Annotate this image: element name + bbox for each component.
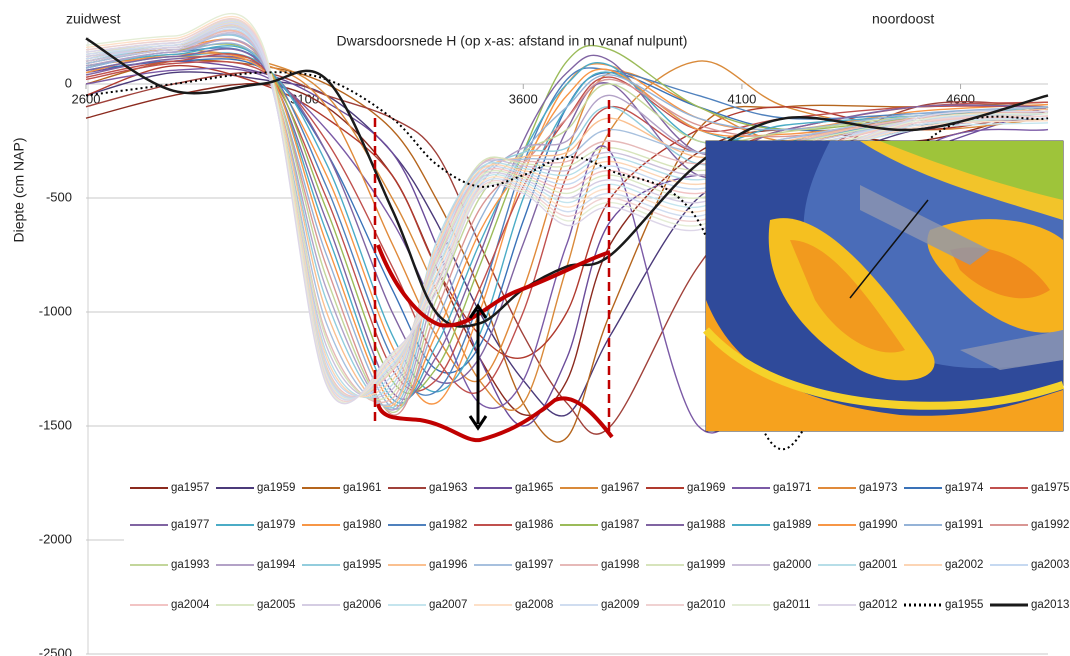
x-tick-label: 4100 <box>727 91 756 106</box>
y-tick-label: -2000 <box>39 531 72 546</box>
legend-label: ga1967 <box>601 482 639 494</box>
legend-label: ga2005 <box>257 599 295 611</box>
y-tick-label: -2500 <box>39 645 72 656</box>
legend-label: ga2006 <box>343 599 381 611</box>
legend-label: ga1973 <box>859 482 897 494</box>
legend-label: ga1999 <box>687 559 725 571</box>
legend-label: ga1971 <box>773 482 811 494</box>
legend-label: ga1980 <box>343 519 381 531</box>
legend-label: ga1957 <box>171 482 209 494</box>
legend-label: ga2008 <box>515 599 553 611</box>
legend-label: ga1990 <box>859 519 897 531</box>
legend-label: ga1993 <box>171 559 209 571</box>
legend-label: ga1997 <box>515 559 553 571</box>
annotation-right: noordoost <box>872 11 934 27</box>
legend-label: ga2000 <box>773 559 811 571</box>
legend-label: ga2011 <box>773 599 811 611</box>
legend-label: ga2009 <box>601 599 639 611</box>
legend-label: ga1963 <box>429 482 467 494</box>
chart-title: Dwarsdoorsnede H (op x-as: afstand in m … <box>337 33 688 49</box>
legend-label: ga1979 <box>257 519 295 531</box>
x-tick-label: 3600 <box>509 91 538 106</box>
legend-label: ga2007 <box>429 599 467 611</box>
legend-label: ga1961 <box>343 482 381 494</box>
legend-label: ga1996 <box>429 559 467 571</box>
legend-label: ga1988 <box>687 519 725 531</box>
legend-label: ga1965 <box>515 482 553 494</box>
legend-label: ga2004 <box>171 599 210 611</box>
legend-label: ga2003 <box>1031 559 1069 571</box>
legend-label: ga1995 <box>343 559 381 571</box>
y-tick-label: -500 <box>46 189 72 204</box>
y-tick-label: 0 <box>65 75 72 90</box>
legend-label: ga1994 <box>257 559 296 571</box>
legend-label: ga1987 <box>601 519 639 531</box>
y-tick-label: -1500 <box>39 417 72 432</box>
legend-label: ga1974 <box>945 482 984 494</box>
legend-label: ga1991 <box>945 519 983 531</box>
legend-label: ga2001 <box>859 559 897 571</box>
legend-label: ga1955 <box>945 599 983 611</box>
legend-label: ga2002 <box>945 559 983 571</box>
legend-label: ga2013 <box>1031 599 1069 611</box>
chart: -2500-2000-1500-1000-5000260031003600410… <box>0 0 1070 656</box>
legend-label: ga1998 <box>601 559 639 571</box>
inset-map <box>706 141 1063 431</box>
legend-label: ga2010 <box>687 599 725 611</box>
annotation-left: zuidwest <box>66 11 121 27</box>
legend-label: ga2012 <box>859 599 897 611</box>
legend-label: ga1986 <box>515 519 553 531</box>
legend-label: ga1989 <box>773 519 811 531</box>
y-axis-label: Diepte (cm NAP) <box>11 137 27 242</box>
legend-label: ga1975 <box>1031 482 1069 494</box>
legend-label: ga1959 <box>257 482 295 494</box>
page: -2500-2000-1500-1000-5000260031003600410… <box>0 0 1070 656</box>
legend-label: ga1982 <box>429 519 467 531</box>
y-tick-label: -1000 <box>39 303 72 318</box>
legend-label: ga1977 <box>171 519 209 531</box>
legend-label: ga1992 <box>1031 519 1069 531</box>
legend-label: ga1969 <box>687 482 725 494</box>
